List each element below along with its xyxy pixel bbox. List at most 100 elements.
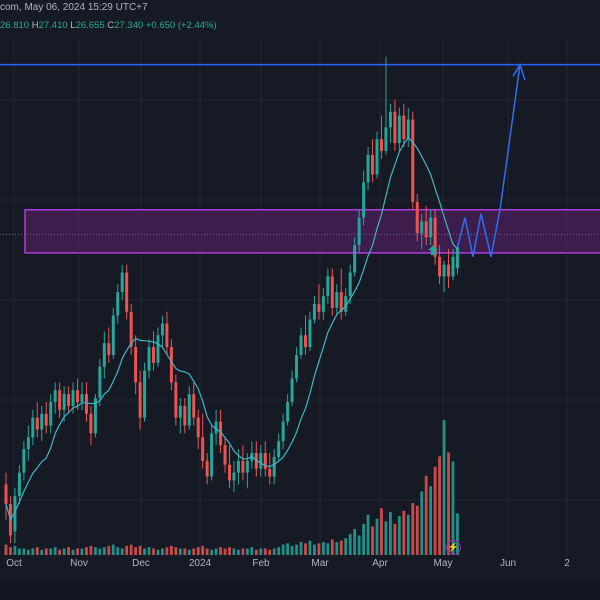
volume-bar <box>196 547 200 555</box>
volume-bar <box>4 544 8 555</box>
volume-bar <box>94 547 97 555</box>
volume-bar <box>102 547 106 555</box>
candle-body <box>299 335 303 355</box>
candle-body <box>317 303 321 312</box>
candle <box>26 425 30 461</box>
volume-bar <box>201 545 205 555</box>
volume-bar <box>326 543 330 555</box>
candle <box>433 209 437 265</box>
candle-body <box>35 417 39 430</box>
candle <box>455 244 459 275</box>
candle-body <box>241 460 245 473</box>
candle <box>80 382 84 410</box>
candle <box>321 288 325 320</box>
candle <box>165 311 169 355</box>
volume-bar <box>259 548 263 555</box>
supply-demand-zone[interactable] <box>24 209 600 254</box>
candle-body <box>281 421 285 442</box>
candle-body <box>53 390 57 402</box>
candle-body <box>438 256 442 277</box>
candle-body <box>344 296 348 312</box>
candle <box>143 362 147 422</box>
candle-body <box>116 292 120 316</box>
candle <box>13 488 17 544</box>
x-tick-label: Apr <box>372 558 388 569</box>
volume-bar <box>58 549 62 555</box>
close-value: 27.340 <box>114 20 144 31</box>
candle-body <box>433 217 437 257</box>
candle <box>22 441 26 481</box>
candle-body <box>84 394 88 414</box>
candle <box>205 453 209 485</box>
candle-body <box>71 390 75 406</box>
moving-average-line <box>5 136 458 522</box>
volume-bar <box>348 534 352 555</box>
candle-body <box>362 182 366 218</box>
volume-bar <box>228 547 231 555</box>
candle-body <box>187 394 191 426</box>
candle-body <box>174 382 178 418</box>
volume-bar <box>89 545 93 555</box>
candle-body <box>40 413 44 430</box>
volume-bar <box>281 544 285 555</box>
volume-bar <box>308 540 312 555</box>
lightning-icon[interactable]: ⚡ <box>446 540 461 555</box>
candle <box>17 464 21 504</box>
candle-body <box>214 421 218 434</box>
volume-bar <box>134 547 138 555</box>
volume-bar <box>49 548 53 555</box>
candle-body <box>326 276 330 297</box>
volume-bar <box>380 508 383 555</box>
candle-body <box>44 413 48 426</box>
candle <box>116 284 120 324</box>
candle-body <box>147 347 151 371</box>
candle-body <box>201 437 205 461</box>
candle <box>192 382 196 426</box>
volume-bar <box>120 548 124 555</box>
candle <box>388 103 392 144</box>
volume-bar <box>22 548 26 555</box>
candle-body <box>183 405 187 426</box>
candle <box>125 264 129 320</box>
x-tick-label: 2 <box>564 558 570 569</box>
candle <box>312 296 316 324</box>
candle <box>4 472 8 520</box>
candle <box>406 107 410 147</box>
chart-grid <box>0 40 600 555</box>
candle <box>415 194 419 242</box>
candle-body <box>98 366 102 399</box>
projection-path[interactable] <box>456 62 526 258</box>
volume-bar <box>313 544 316 555</box>
volume-bar <box>406 514 410 555</box>
candle-body <box>330 276 334 308</box>
candle <box>447 249 451 289</box>
candle-body <box>429 217 433 238</box>
candle <box>210 425 214 481</box>
volume-bar <box>366 514 370 555</box>
volume-bar <box>250 547 254 555</box>
candle-body <box>76 390 80 402</box>
volume-bar <box>80 548 84 555</box>
candle <box>35 402 39 438</box>
volume-bar <box>67 547 70 555</box>
volume-bar <box>402 510 406 555</box>
volume-bar <box>62 548 66 555</box>
candle <box>201 413 205 469</box>
volume-bar <box>165 547 169 555</box>
candle-body <box>138 382 142 418</box>
candle-body <box>120 272 124 293</box>
candle <box>241 445 245 481</box>
candle-body <box>411 119 415 202</box>
volume-bar <box>116 547 120 555</box>
volume-bar <box>143 548 146 555</box>
volume-bar <box>183 548 187 555</box>
volume-bar <box>138 545 142 555</box>
x-tick-label: May <box>433 558 453 569</box>
volume-bar <box>254 549 258 555</box>
candle <box>138 370 142 430</box>
candle-body <box>219 421 223 446</box>
x-axis: Oct Nov Dec 2024 Feb Mar Apr May Jun 2 <box>0 558 600 572</box>
volume-bar <box>147 547 151 555</box>
candle-body <box>223 445 227 465</box>
